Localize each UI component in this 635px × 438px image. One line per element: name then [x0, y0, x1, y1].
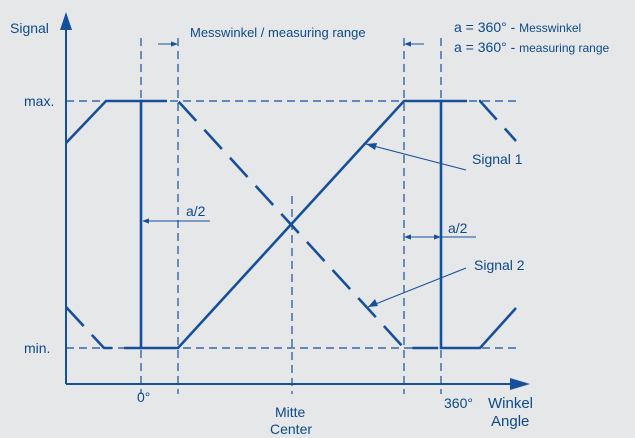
measuring-range-label: Messwinkel / measuring range [190, 25, 366, 40]
min-label: min. [24, 340, 50, 356]
signal-2-curve [65, 99, 517, 350]
signal-2-main [141, 99, 441, 350]
tick-center-line1: Mitte [275, 404, 306, 420]
reference-lines [66, 38, 518, 394]
signal-2-callout-line [367, 267, 467, 308]
x-axis-arrow-icon [510, 378, 530, 390]
signal-1-callout-line [365, 143, 467, 171]
x-axis-label-line1: Winkel [488, 395, 533, 412]
signal-2-callout-arrow-icon [368, 299, 378, 307]
legend-line-2-prefix: a = 360° - [454, 39, 519, 55]
axes [60, 12, 530, 390]
legend-line-1-suffix: Messwinkel [519, 21, 581, 35]
tick-360deg: 360° [444, 395, 473, 411]
legend-line-1: a = 360° - Messwinkel [454, 19, 581, 35]
a-half-right-label: a/2 [448, 220, 468, 236]
signal-2-right-fall [441, 99, 517, 142]
legend-line-2-suffix: measuring range [519, 41, 609, 55]
max-label: max. [24, 93, 54, 109]
y-axis-label: Signal [10, 20, 49, 36]
legend-line-1-prefix: a = 360° - [454, 19, 519, 35]
signal-2-label: Signal 2 [474, 257, 525, 273]
a-half-left-label: a/2 [186, 203, 206, 219]
tick-0deg: 0° [137, 389, 150, 405]
y-axis-arrow-icon [60, 12, 72, 30]
x-axis-label-line2: Angle [491, 413, 529, 430]
signal-1-callout-arrow-icon [366, 143, 377, 150]
signal-1-label: Signal 1 [472, 151, 523, 167]
tick-center-line2: Center [270, 421, 312, 437]
legend-line-2: a = 360° - measuring range [454, 39, 610, 55]
signal-2-left-fall [65, 306, 141, 350]
